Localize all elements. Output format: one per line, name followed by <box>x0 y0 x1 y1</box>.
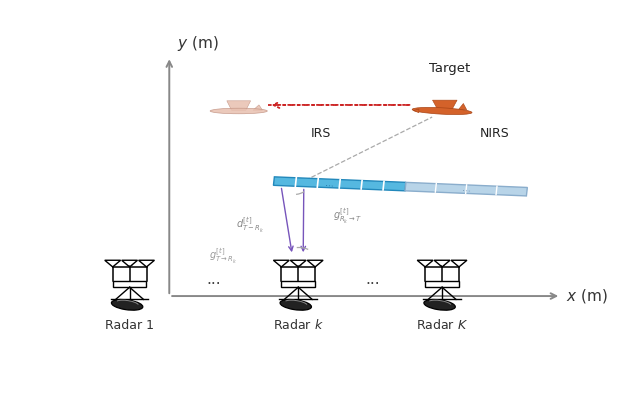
Polygon shape <box>122 260 138 267</box>
Ellipse shape <box>412 108 472 115</box>
Bar <box>425 281 459 287</box>
Polygon shape <box>273 260 289 267</box>
Text: ...: ... <box>461 184 471 194</box>
Text: ...: ... <box>365 272 380 287</box>
Polygon shape <box>227 101 251 110</box>
Text: IRS: IRS <box>310 127 331 140</box>
Text: ...: ... <box>294 259 302 268</box>
Text: ...: ... <box>207 272 221 287</box>
Polygon shape <box>434 260 450 267</box>
Polygon shape <box>458 104 467 110</box>
Polygon shape <box>433 100 457 110</box>
Text: $g_{T\rightarrow R_k}^{[t]}$: $g_{T\rightarrow R_k}^{[t]}$ <box>209 247 237 266</box>
Text: ...: ... <box>438 259 445 268</box>
Text: Radar $k$: Radar $k$ <box>273 318 324 333</box>
Polygon shape <box>307 260 323 267</box>
Text: $x$ (m): $x$ (m) <box>566 287 608 305</box>
Ellipse shape <box>210 108 268 114</box>
Polygon shape <box>417 260 433 267</box>
Polygon shape <box>405 182 527 196</box>
Polygon shape <box>105 260 120 267</box>
Text: Radar 1: Radar 1 <box>105 320 154 333</box>
Text: $y$ (m): $y$ (m) <box>177 34 218 53</box>
Polygon shape <box>413 109 419 113</box>
Text: $g_{R_k\rightarrow T}^{[t]}$: $g_{R_k\rightarrow T}^{[t]}$ <box>333 207 362 227</box>
Text: Target: Target <box>429 61 470 74</box>
Ellipse shape <box>424 299 455 310</box>
Polygon shape <box>451 260 467 267</box>
Ellipse shape <box>280 299 312 310</box>
Text: Radar $K$: Radar $K$ <box>416 318 468 333</box>
Ellipse shape <box>111 299 143 310</box>
Text: $d_{T-R_k}^{[t]}$: $d_{T-R_k}^{[t]}$ <box>236 216 265 234</box>
Polygon shape <box>273 177 406 191</box>
Bar <box>113 281 147 287</box>
Text: NIRS: NIRS <box>479 127 509 140</box>
Bar <box>282 281 315 287</box>
Text: ...: ... <box>325 178 334 188</box>
Text: ...: ... <box>126 259 133 268</box>
Polygon shape <box>139 260 154 267</box>
Polygon shape <box>291 260 306 267</box>
Polygon shape <box>253 105 262 110</box>
